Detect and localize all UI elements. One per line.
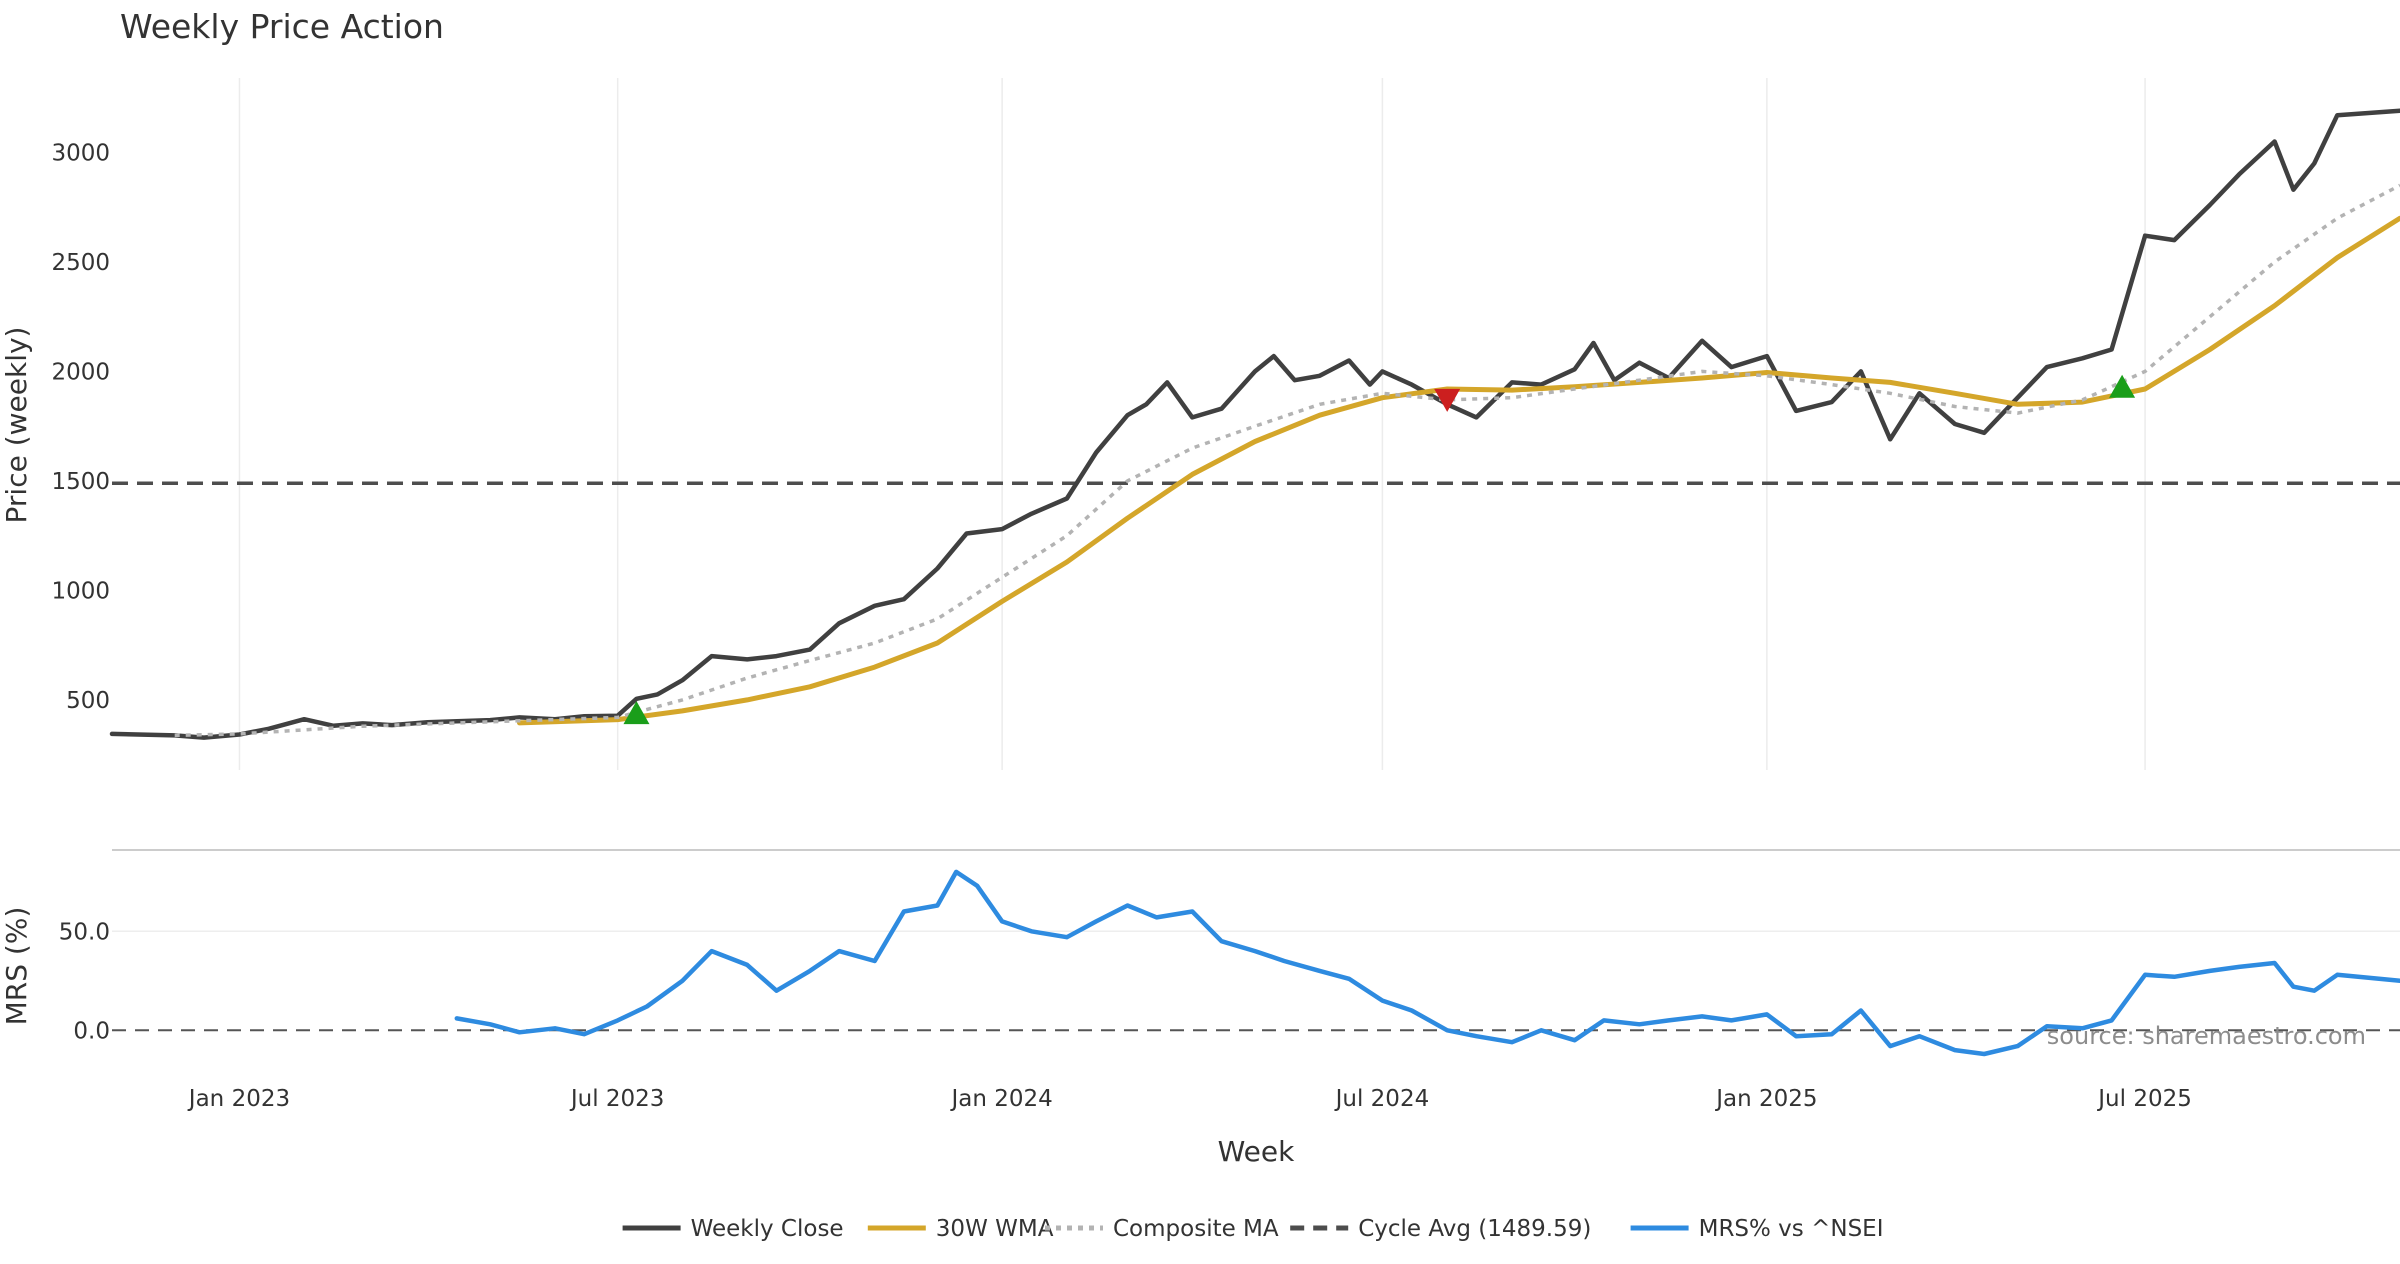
price-y-axis-title: Price (weekly) bbox=[0, 327, 33, 524]
legend-label-30w-wma: 30W WMA bbox=[936, 1216, 1054, 1242]
legend-label-composite-ma: Composite MA bbox=[1113, 1216, 1279, 1242]
series-composite-ma bbox=[175, 185, 2400, 735]
legend-item-composite-ma: Composite MA bbox=[1045, 1216, 1279, 1242]
x-tick-jul-2025: Jul 2025 bbox=[2096, 1086, 2192, 1112]
legend-item-mrs-vs-nsei: MRS% vs ^NSEI bbox=[1631, 1216, 1884, 1242]
price-series bbox=[112, 111, 2400, 738]
chart-title: Weekly Price Action bbox=[120, 7, 444, 46]
x-axis-title: Week bbox=[1218, 1135, 1295, 1168]
price-y-tick-1000: 1000 bbox=[51, 578, 110, 604]
series-30w-wma bbox=[520, 218, 2400, 723]
price-y-tick-2500: 2500 bbox=[51, 250, 110, 276]
mrs-y-tick-50-0: 50.0 bbox=[59, 919, 110, 945]
x-tick-jan-2025: Jan 2025 bbox=[1714, 1086, 1817, 1112]
price-y-ticks: 500 1000 1500 2000 2500 3000 bbox=[51, 140, 110, 713]
price-y-tick-500: 500 bbox=[66, 688, 110, 714]
price-y-tick-2000: 2000 bbox=[51, 359, 110, 385]
mrs-y-ticks: 0.0 50.0 bbox=[59, 919, 110, 1044]
series-weekly-close bbox=[112, 111, 2400, 738]
x-tick-jul-2024: Jul 2024 bbox=[1334, 1086, 1430, 1112]
x-axis-ticks: Jan 2023 Jul 2023 Jan 2024 Jul 2024 Jan 2025… bbox=[187, 1086, 2192, 1112]
x-tick-jul-2023: Jul 2023 bbox=[569, 1086, 665, 1112]
legend-item-30w-wma: 30W WMA bbox=[868, 1216, 1054, 1242]
legend-label-cycle-avg-1489-59: Cycle Avg (1489.59) bbox=[1358, 1216, 1591, 1242]
legend-label-weekly-close: Weekly Close bbox=[691, 1216, 844, 1242]
signal-markers bbox=[623, 375, 2135, 724]
price-y-tick-1500: 1500 bbox=[51, 469, 110, 495]
legend-label-mrs-vs-nsei: MRS% vs ^NSEI bbox=[1699, 1216, 1884, 1242]
mrs-y-axis-title: MRS (%) bbox=[0, 907, 33, 1026]
legend: Weekly Close 30W WMA Composite MA Cycle Avg… bbox=[623, 1216, 1884, 1242]
price-gridlines bbox=[239, 78, 2145, 770]
legend-item-weekly-close: Weekly Close bbox=[623, 1216, 844, 1242]
x-tick-jan-2023: Jan 2023 bbox=[187, 1086, 290, 1112]
x-tick-jan-2024: Jan 2024 bbox=[949, 1086, 1052, 1112]
legend-item-cycle-avg-1489-59: Cycle Avg (1489.59) bbox=[1290, 1216, 1591, 1242]
mrs-y-tick-0-0: 0.0 bbox=[73, 1018, 110, 1044]
price-y-tick-3000: 3000 bbox=[51, 140, 110, 166]
source-note: source: sharemaestro.com bbox=[2047, 1022, 2366, 1050]
mrs-gridlines bbox=[112, 931, 2400, 1030]
